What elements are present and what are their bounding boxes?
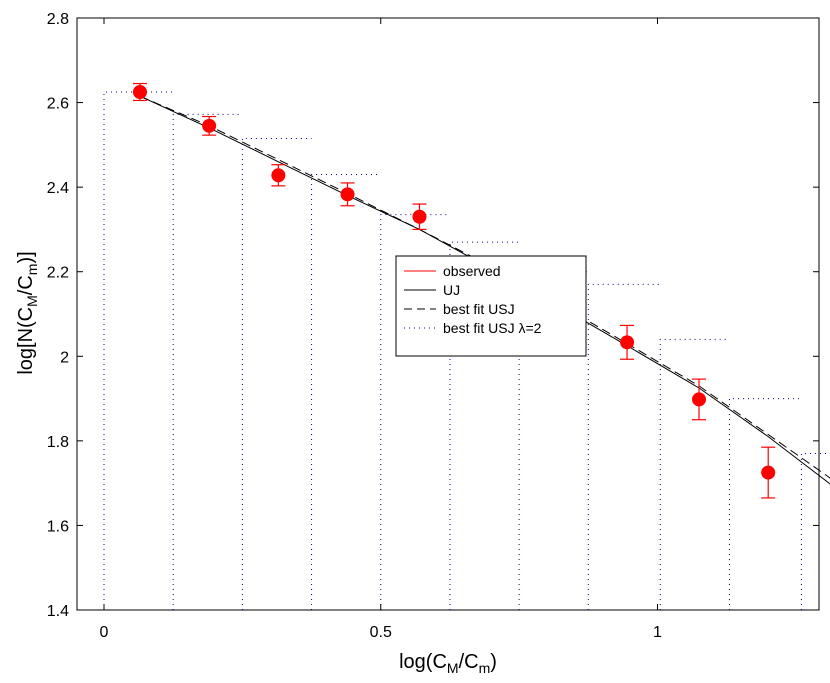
x-label-end: ) xyxy=(490,651,497,673)
legend-lambda-suffix: =2 xyxy=(525,320,541,336)
legend: observed UJ best fit USJ best fit USJ λ=… xyxy=(395,255,587,357)
y-label-mid: /C xyxy=(15,275,37,295)
legend-label-usj-lambda2: best fit USJ λ=2 xyxy=(443,320,542,336)
y-axis-ticks: 1.4 1.6 1.8 2 2.2 2.4 2.6 2.8 xyxy=(47,11,819,620)
x-tick-label: 0.5 xyxy=(370,624,392,641)
y-tick-label: 1.8 xyxy=(47,434,69,451)
observed-point xyxy=(340,187,355,202)
x-tick-label: 1 xyxy=(653,624,662,641)
series-lambda2-step xyxy=(103,91,830,610)
y-tick-label: 1.4 xyxy=(47,603,69,620)
legend-lambda-symbol: λ xyxy=(518,320,525,336)
y-label-main: log[N(C xyxy=(15,307,37,375)
x-label-sub2: m xyxy=(479,660,491,676)
observed-point xyxy=(620,335,635,350)
y-axis-label: log[N(CM/Cm)] xyxy=(15,251,40,374)
y-tick-label: 2.4 xyxy=(47,180,69,197)
lambda2-histogram xyxy=(103,91,830,610)
y-label-sub2: m xyxy=(24,264,40,276)
observed-point xyxy=(271,168,286,183)
axes-frame xyxy=(76,17,820,611)
y-tick-label: 2.8 xyxy=(47,11,69,28)
observed-point xyxy=(761,465,776,480)
x-label-mid: /C xyxy=(459,651,479,673)
x-label-sub1: M xyxy=(447,660,459,676)
x-axis-label: log(CM/Cm) xyxy=(399,651,497,676)
observed-point xyxy=(202,118,217,133)
y-tick-label: 2.6 xyxy=(47,96,69,113)
y-tick-label: 2 xyxy=(60,349,69,366)
y-label-end: )] xyxy=(15,251,37,263)
x-label-main: log(C xyxy=(399,651,447,673)
x-axis-ticks: 00.511.522.5 xyxy=(100,18,662,641)
observed-point xyxy=(412,209,427,224)
legend-lambda-prefix: best fit USJ xyxy=(443,320,518,336)
observed-point xyxy=(692,392,707,407)
observed-point xyxy=(132,85,147,99)
legend-label-observed: observed xyxy=(443,263,501,279)
y-tick-label: 2.2 xyxy=(47,265,69,282)
x-tick-label: 0 xyxy=(100,624,109,641)
legend-label-uj: UJ xyxy=(443,282,460,298)
plot-area xyxy=(76,17,820,611)
legend-label-usj: best fit USJ xyxy=(443,301,515,317)
y-label-sub1: M xyxy=(24,295,40,307)
legend-box xyxy=(395,255,587,357)
y-tick-label: 1.6 xyxy=(47,518,69,535)
